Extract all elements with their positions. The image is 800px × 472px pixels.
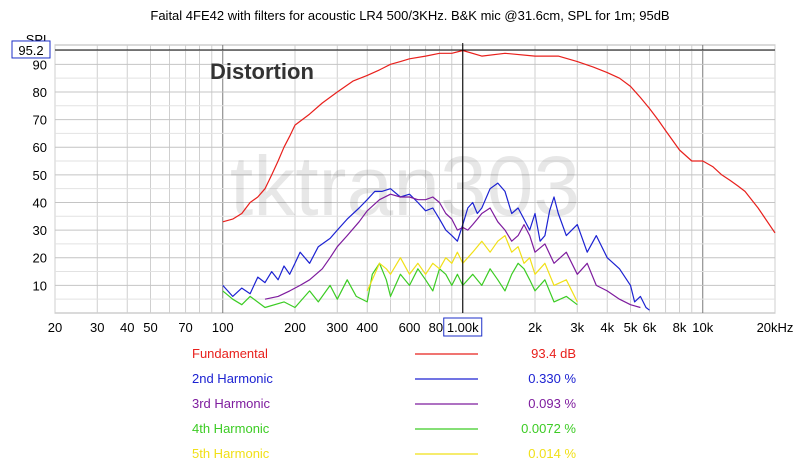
y-tick-label: 80: [33, 85, 47, 100]
chart-title: Faital 4FE42 with filters for acoustic L…: [150, 8, 669, 23]
legend-label-4th-harmonic: 4th Harmonic: [192, 421, 270, 436]
y-tick-label: 70: [33, 113, 47, 128]
cursor-x-readout-box: [443, 317, 483, 337]
y-tick-label: 10: [33, 278, 47, 293]
x-tick-label: 400: [356, 320, 378, 335]
watermark: tktran303: [230, 139, 580, 233]
grid: [54, 44, 776, 314]
legend-value-fundamental: 93.4 dB: [531, 346, 576, 361]
x-tick-label: 100: [212, 320, 234, 335]
x-tick-label: 30: [90, 320, 104, 335]
y-tick-label: 60: [33, 140, 47, 155]
x-tick-label: 10k: [692, 320, 713, 335]
x-tick-label: 70: [178, 320, 192, 335]
legend-value-5th-harmonic: 0.014 %: [528, 446, 576, 461]
series-line-2nd-harmonic: [222, 182, 650, 311]
y-tick-label: 40: [33, 195, 47, 210]
x-tick-label: 600: [399, 320, 421, 335]
legend-label-3rd-harmonic: 3rd Harmonic: [192, 396, 271, 411]
legend-label-fundamental: Fundamental: [192, 346, 268, 361]
cursor-y-readout-box: [11, 40, 51, 59]
legend-value-2nd-harmonic: 0.330 %: [528, 371, 576, 386]
x-tick-label: 5k: [624, 320, 638, 335]
legend-label-5th-harmonic: 5th Harmonic: [192, 446, 270, 461]
cursor-layer[interactable]: [55, 43, 775, 313]
y-tick-label: 20: [33, 251, 47, 266]
x-tick-label: 20: [48, 320, 62, 335]
legend: Fundamental 93.4 dB 2nd Harmonic 0.330 % 3rd…: [192, 346, 576, 461]
x-tick-label: 2k: [528, 320, 542, 335]
x-tick-label: 3k: [570, 320, 584, 335]
x-tick-label: 40: [120, 320, 134, 335]
x-tick-label: 20kHz: [757, 320, 794, 335]
y-tick-label: 30: [33, 223, 47, 238]
legend-value-3rd-harmonic: 0.093 %: [528, 396, 576, 411]
x-tick-label: 50: [143, 320, 157, 335]
chart-heading: Distortion: [210, 59, 314, 84]
axis-ticks: 20 30 40 50 70 100 200 300 400 600 800 2k 3k 4k 5k 6k 8k…: [11, 40, 794, 337]
x-tick-label: 8k: [673, 320, 687, 335]
x-tick-label: 4k: [600, 320, 614, 335]
x-tick-label: 300: [326, 320, 348, 335]
cursor-x-readout: 1.00k: [447, 320, 479, 335]
x-tick-label: 200: [284, 320, 306, 335]
y-tick-label: 50: [33, 168, 47, 183]
cursor-y-readout: 95.2: [18, 43, 43, 58]
x-tick-label: 6k: [643, 320, 657, 335]
legend-label-2nd-harmonic: 2nd Harmonic: [192, 371, 273, 386]
series-line-4th-harmonic: [222, 262, 578, 309]
legend-value-4th-harmonic: 0.0072 %: [521, 421, 576, 436]
y-tick-label: 90: [33, 57, 47, 72]
